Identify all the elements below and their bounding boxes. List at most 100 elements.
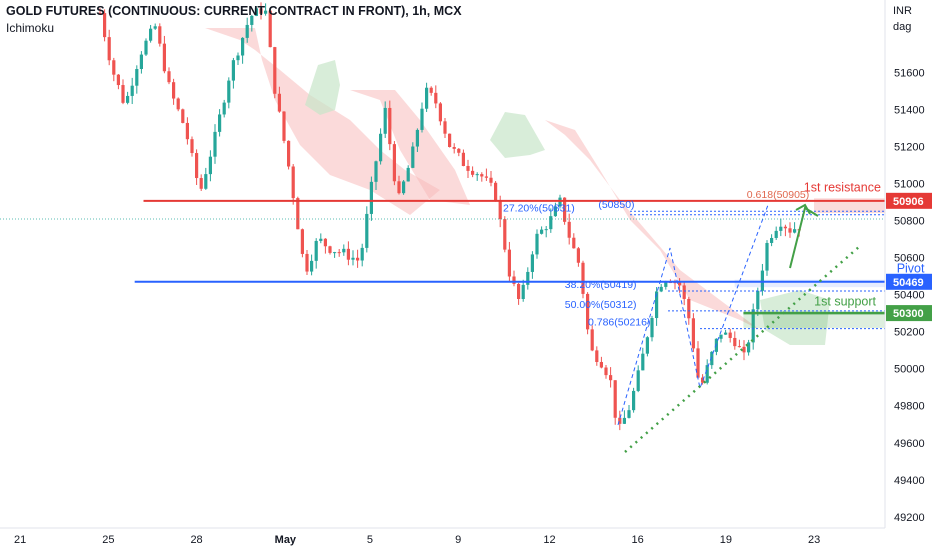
- candle-body: [549, 216, 553, 230]
- fib-label: 38.20%(50419): [565, 279, 637, 291]
- x-tick-label: 23: [808, 534, 820, 546]
- candle-body: [595, 350, 599, 363]
- candle: [425, 82, 429, 113]
- candle: [291, 164, 295, 205]
- candle-body: [724, 332, 728, 335]
- candle-body: [181, 109, 185, 123]
- candle-body: [130, 85, 134, 96]
- candle: [507, 241, 511, 282]
- candle-body: [526, 271, 530, 285]
- candle-body: [411, 146, 415, 168]
- candle-body: [696, 348, 700, 378]
- candle: [346, 241, 350, 266]
- candle: [475, 172, 479, 181]
- candle: [231, 57, 235, 89]
- candle-body: [756, 290, 760, 310]
- candle: [259, 2, 263, 20]
- candle-body: [199, 178, 203, 189]
- candle-body: [323, 238, 327, 247]
- candle: [691, 313, 695, 352]
- projection-path: [789, 206, 819, 269]
- candle-body: [498, 200, 502, 220]
- candle: [181, 108, 185, 124]
- candle: [701, 374, 705, 385]
- candle-body: [222, 102, 226, 115]
- candle-body: [356, 257, 360, 261]
- candle: [544, 225, 548, 238]
- candle: [494, 181, 498, 202]
- candle: [659, 283, 663, 293]
- candle: [645, 336, 649, 357]
- candle-body: [705, 365, 709, 383]
- candle: [747, 339, 751, 356]
- y-tick-label: 51400: [894, 104, 925, 116]
- candle: [402, 180, 406, 195]
- candle: [319, 233, 323, 244]
- candle: [254, 6, 258, 17]
- candle: [466, 159, 470, 178]
- candle: [512, 270, 516, 287]
- chart-title: GOLD FUTURES (CONTINUOUS: CURRENT CONTRA…: [6, 4, 462, 18]
- candle: [406, 165, 410, 182]
- candle-body: [613, 380, 617, 418]
- candle-body: [489, 177, 493, 183]
- candle-body: [659, 286, 663, 292]
- candle: [236, 52, 240, 66]
- candle-body: [190, 139, 194, 154]
- candle-body: [636, 370, 640, 391]
- candle: [650, 315, 654, 342]
- candle-body: [521, 284, 525, 299]
- candle: [167, 67, 171, 85]
- candle: [227, 77, 231, 109]
- candle: [452, 143, 456, 154]
- candle: [379, 128, 383, 165]
- candle: [420, 102, 424, 133]
- candle: [710, 351, 714, 369]
- y-tick-label: 51200: [894, 141, 925, 153]
- candle-body: [264, 10, 268, 14]
- candle: [793, 222, 797, 234]
- candle: [705, 359, 709, 385]
- candle: [153, 23, 157, 30]
- x-tick-label: 5: [367, 534, 373, 546]
- candle: [185, 117, 189, 145]
- candle-body: [158, 26, 162, 44]
- zone-resistance: [814, 198, 885, 214]
- price-label-text: 50300: [893, 308, 924, 320]
- candle: [457, 147, 461, 157]
- candle: [535, 229, 539, 259]
- candle-body: [231, 60, 235, 81]
- candle: [287, 140, 291, 170]
- candle-body: [346, 248, 350, 260]
- candle: [530, 251, 534, 279]
- candle-body: [503, 219, 507, 250]
- candle-body: [765, 242, 769, 271]
- candle-body: [103, 13, 107, 38]
- candle-body: [328, 246, 332, 253]
- candle-body: [98, 12, 102, 14]
- candle: [176, 97, 180, 112]
- candle: [604, 364, 608, 379]
- candle-body: [517, 283, 521, 299]
- x-axis: 21 25 28 May 5 9 12 16 19 23: [0, 527, 885, 546]
- price-label-text: 50906: [893, 196, 924, 208]
- y-tick-label: 51000: [894, 178, 925, 190]
- candle-body: [572, 237, 576, 249]
- candle: [103, 9, 107, 42]
- x-tick-label: 21: [14, 534, 26, 546]
- y-tick-label: 50400: [894, 290, 925, 302]
- candle: [300, 228, 304, 258]
- candle: [135, 65, 139, 94]
- price-label-resistance: 50906: [886, 192, 932, 209]
- candle-body: [691, 318, 695, 349]
- support-trendline: [624, 245, 861, 453]
- candle: [158, 23, 162, 47]
- candle: [222, 99, 226, 118]
- candle: [770, 234, 774, 247]
- fib-guides: [630, 210, 885, 330]
- cloud-bull-1: [490, 112, 545, 158]
- candle-body: [112, 60, 116, 75]
- candle-body: [438, 103, 442, 122]
